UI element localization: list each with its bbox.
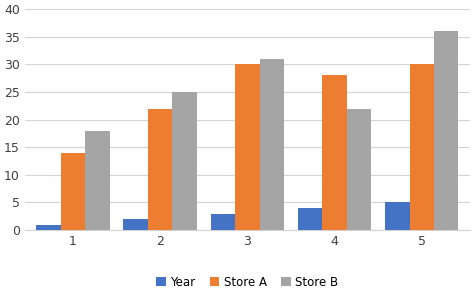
Bar — [36, 224, 61, 230]
Bar — [85, 131, 109, 230]
Bar — [211, 214, 235, 230]
Bar — [347, 109, 371, 230]
Bar — [410, 64, 434, 230]
Bar — [322, 76, 347, 230]
Bar — [124, 219, 148, 230]
Bar — [235, 64, 260, 230]
Bar — [385, 202, 410, 230]
Bar — [434, 31, 458, 230]
Bar — [260, 59, 284, 230]
Bar — [61, 153, 85, 230]
Bar — [148, 109, 173, 230]
Bar — [173, 92, 197, 230]
Legend: Year, Store A, Store B: Year, Store A, Store B — [152, 271, 343, 294]
Bar — [298, 208, 322, 230]
